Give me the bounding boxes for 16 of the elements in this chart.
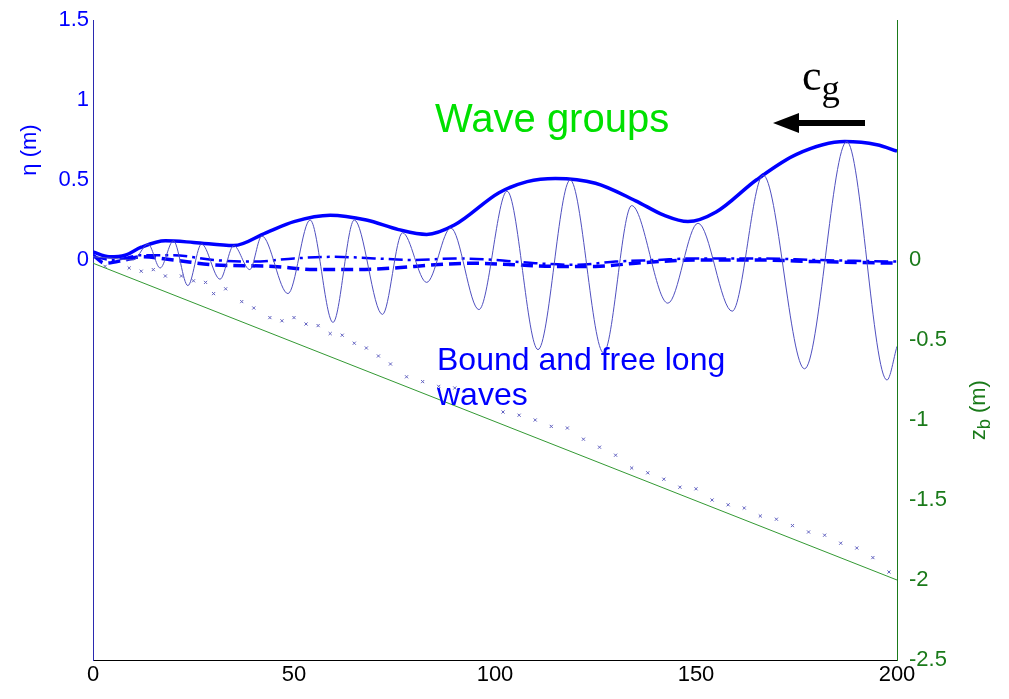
y-tick-label: 1 xyxy=(76,86,89,112)
y2-tick-label: -2 xyxy=(909,566,929,592)
y-tick-label: 0.5 xyxy=(58,166,89,192)
y-tick-label: 0 xyxy=(76,246,89,272)
x-tick-label: 50 xyxy=(281,661,307,687)
y2-tick-label: -1.5 xyxy=(909,486,947,512)
y2-tick-label: -0.5 xyxy=(909,326,947,352)
x-tick-label: 150 xyxy=(677,661,715,687)
annotation: Wave groups xyxy=(435,96,670,140)
annotation: Bound and free long waves xyxy=(437,341,727,413)
y2-tick-label: -1 xyxy=(909,406,929,432)
y-tick-label: 1.5 xyxy=(58,6,89,32)
annotation: c$_{g}$ xyxy=(802,51,840,109)
x-tick-label: 100 xyxy=(476,661,514,687)
y2-tick-label: 0 xyxy=(909,246,922,272)
y-axis-title: η (m) xyxy=(15,124,42,176)
